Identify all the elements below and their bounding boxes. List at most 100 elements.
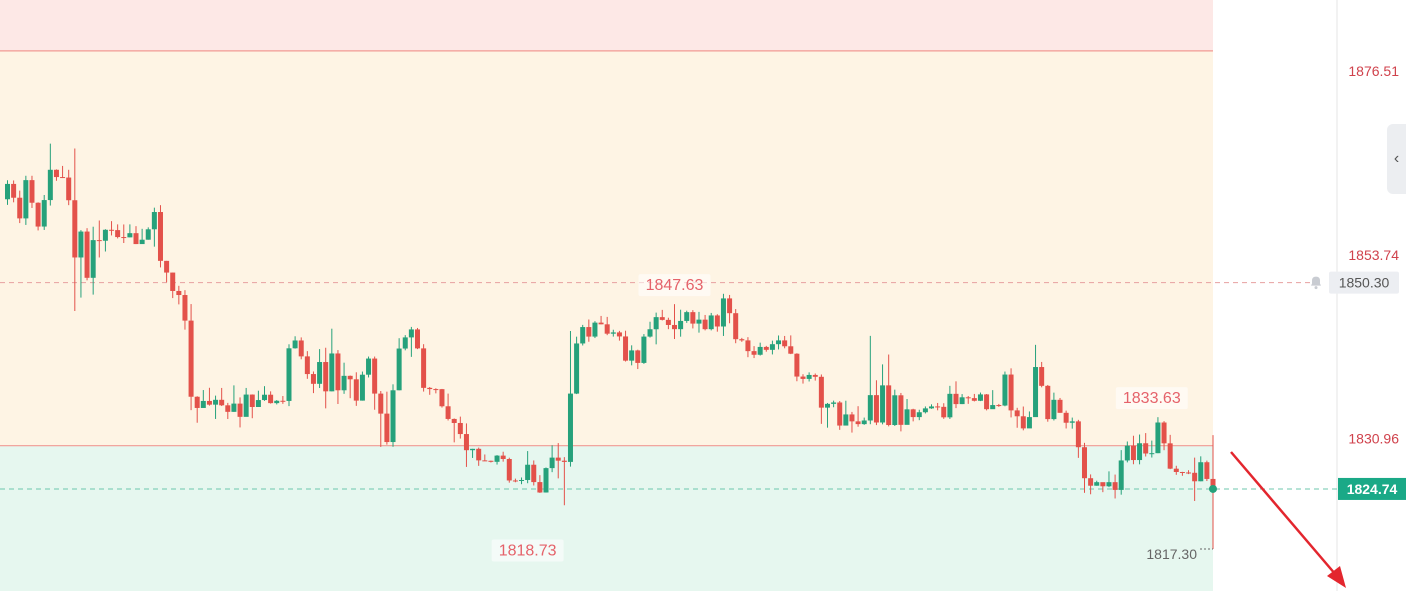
extreme-label-bg (638, 274, 711, 297)
candle-body (41, 200, 47, 227)
candle-body (941, 406, 947, 418)
candle-body (463, 434, 469, 451)
extreme-price-label: 1818.73 (499, 542, 557, 559)
candle-body (763, 346, 769, 350)
candle-body (1057, 399, 1063, 413)
candle-body (1149, 453, 1155, 455)
candle-body (690, 312, 696, 324)
candle-body (1204, 462, 1210, 479)
candle-body (353, 379, 359, 401)
candle-body (531, 464, 537, 483)
candle-body (867, 395, 873, 421)
candle-body (1008, 374, 1014, 411)
candle-body (831, 402, 837, 404)
candle-body (47, 169, 53, 201)
candle-body (1124, 445, 1130, 461)
candle-body (414, 329, 420, 349)
candle-body (965, 397, 971, 399)
candle-body (616, 332, 622, 337)
candle-body (243, 394, 249, 417)
candle-body (176, 290, 182, 296)
candle-body (341, 375, 347, 391)
last-price-label: 1824.74 (1347, 481, 1398, 497)
extreme-label-bg (1115, 387, 1188, 410)
candle-body (1130, 445, 1136, 461)
candle-body (347, 375, 353, 380)
candle-body (1198, 462, 1204, 482)
candle-body (678, 320, 684, 330)
candle-body (837, 402, 843, 426)
candle-body (35, 202, 41, 227)
candle-body (1014, 410, 1020, 417)
candle-body (1186, 472, 1192, 474)
candle-body (892, 395, 898, 426)
trend-arrow-head (1327, 566, 1346, 588)
candle-body (604, 324, 610, 334)
candle-body (641, 336, 647, 363)
candle-body (873, 395, 879, 423)
candle-body (1081, 447, 1087, 479)
candle-body (929, 406, 935, 409)
candle-body (1161, 422, 1167, 444)
bell-icon (1311, 276, 1321, 290)
last-price-dot (1209, 484, 1217, 493)
candle-body (237, 403, 243, 417)
candle-body (653, 317, 659, 330)
candle-body (745, 340, 751, 352)
candle-body (647, 329, 653, 337)
candle-body (720, 298, 726, 327)
price-axis-tick-label: 1853.74 (1348, 247, 1399, 263)
candle-body (635, 350, 641, 363)
candle-body (304, 356, 310, 375)
candle-body (1051, 399, 1057, 420)
candle-body (225, 405, 231, 412)
candle-body (1155, 422, 1161, 454)
candle-body (378, 393, 384, 414)
candle-body (1020, 416, 1026, 429)
candle-body (953, 393, 959, 405)
candle-body (788, 346, 794, 354)
candle-body (445, 406, 451, 419)
candle-body (139, 239, 145, 245)
candle-body (904, 409, 910, 425)
candle-body (525, 464, 531, 480)
candle-body (84, 231, 90, 278)
candle-body (898, 395, 904, 425)
zone-middle (0, 50, 1213, 446)
candle-body (567, 393, 573, 462)
candle-body (549, 457, 555, 469)
collapse-panel-button[interactable]: ‹ (1387, 124, 1406, 194)
candle-body (1112, 482, 1118, 490)
candle-body (335, 353, 341, 391)
candle-body (861, 420, 867, 425)
candle-body (1002, 374, 1008, 406)
trend-arrow-line (1230, 451, 1337, 576)
candle-body (457, 422, 463, 435)
candle-body (127, 233, 133, 238)
candle-body (121, 237, 127, 239)
extreme-label-bg (491, 539, 564, 562)
candle-body (292, 340, 298, 349)
candle-body (922, 408, 928, 413)
candle-body (421, 348, 427, 388)
candle-body (757, 346, 763, 355)
candle-body (310, 374, 316, 384)
candle-body (1192, 472, 1198, 482)
candle-body (427, 387, 433, 390)
candle-body (800, 376, 806, 379)
candle-body (451, 418, 457, 423)
candle-body (984, 394, 990, 410)
candle-body (672, 324, 678, 330)
candle-body (145, 229, 151, 240)
candle-body (262, 394, 268, 401)
candle-body (488, 460, 494, 462)
candle-body (855, 421, 861, 425)
candle-body (102, 229, 108, 241)
candle-body (329, 353, 335, 392)
candle-body (586, 327, 592, 337)
candle-body (11, 183, 17, 198)
candle-body (1094, 482, 1100, 486)
candle-body (610, 332, 616, 334)
